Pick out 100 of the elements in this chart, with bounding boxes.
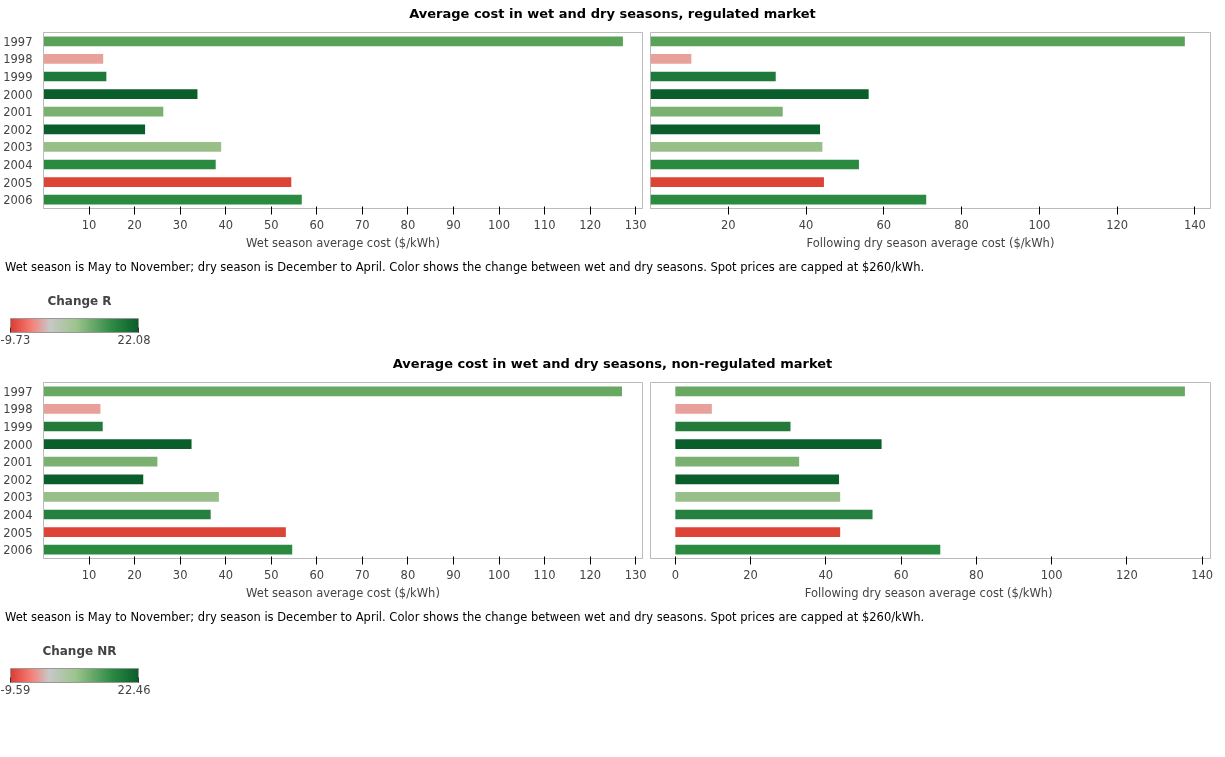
x-tick-label: 130 — [624, 567, 647, 582]
x-tick-label: 130 — [624, 217, 647, 232]
bar — [43, 159, 216, 170]
text: Wet season is May to November; dry season is December to April. Color shows the change between wet and dry seasons. Spot prices are capped at $260/kWh. — [5, 259, 925, 276]
chart-title: Average cost in wet and dry seasons, regulated market — [409, 5, 816, 23]
x-tick-label: 60 — [309, 217, 325, 232]
bar — [43, 194, 302, 205]
y-tick-label: 1999 — [3, 70, 33, 84]
bar — [43, 386, 622, 397]
bar — [675, 386, 1185, 397]
x-axis-title: Following dry season average cost ($/kWh) — [804, 585, 1053, 600]
bar — [675, 404, 712, 414]
x-tick-label: 100 — [488, 217, 510, 232]
bar — [650, 54, 692, 64]
x-tick-label: 60 — [876, 217, 892, 232]
bar — [43, 54, 104, 64]
y-tick-label: 2002 — [3, 122, 33, 137]
bar — [675, 456, 800, 467]
bar — [43, 421, 103, 432]
x-tick-label: 30 — [172, 217, 188, 232]
x-tick-label: 40 — [218, 217, 234, 232]
bar — [650, 142, 823, 152]
bar — [650, 36, 1185, 47]
bar — [675, 474, 840, 485]
y-tick-label: 1997 — [3, 34, 33, 49]
x-tick-label: 10 — [81, 567, 97, 582]
bar — [675, 439, 882, 449]
x-tick-label: 20 — [743, 567, 758, 582]
x-tick-label: 70 — [355, 567, 370, 582]
x-tick-label: 40 — [798, 217, 814, 232]
y-tick-label: 2003 — [3, 490, 33, 505]
color-bar-label: -9.59 — [0, 682, 31, 697]
x-tick-label: 120 — [579, 217, 602, 232]
bar — [43, 492, 219, 502]
y-tick-label: 2001 — [3, 455, 33, 470]
bar — [650, 124, 821, 135]
x-tick-label: 40 — [218, 567, 234, 582]
y-tick-label: 2006 — [3, 543, 33, 558]
x-tick-label: 100 — [1028, 217, 1051, 232]
x-axis-title: Wet season average cost ($/kWh) — [246, 235, 440, 250]
x-tick-label: 70 — [355, 217, 370, 232]
bar — [43, 36, 623, 47]
y-tick-label: 1999 — [3, 420, 33, 434]
bar — [650, 71, 776, 82]
x-tick-label: 40 — [818, 567, 834, 582]
y-tick-label: 2005 — [3, 175, 33, 190]
x-tick-label: 140 — [1183, 217, 1206, 232]
x-tick-label: 90 — [446, 217, 461, 232]
bar — [43, 404, 101, 414]
x-tick-label: 30 — [172, 567, 188, 582]
bar — [43, 527, 286, 537]
chart-title: Average cost in wet and dry seasons, non-regulated market — [392, 355, 833, 373]
y-tick-label: 1997 — [3, 384, 33, 399]
bar — [43, 439, 192, 449]
x-tick-label: 50 — [263, 567, 279, 582]
bar — [650, 159, 859, 170]
bar — [43, 456, 158, 467]
bar — [650, 106, 783, 117]
color-bar-title: Change NR — [42, 643, 117, 658]
bar — [43, 142, 222, 152]
x-tick-label: 120 — [1106, 217, 1129, 232]
x-tick-label: 80 — [400, 567, 416, 582]
bar — [675, 509, 873, 520]
bar — [650, 177, 824, 187]
y-tick-label: 1998 — [3, 402, 33, 417]
color-bar-label: 22.46 — [117, 682, 151, 697]
x-axis-title: Following dry season average cost ($/kWh) — [806, 235, 1055, 250]
x-tick-label: 120 — [579, 567, 602, 582]
bar — [650, 194, 927, 205]
color-bar-title: Change R — [47, 293, 112, 308]
y-tick-label: 1998 — [3, 52, 33, 67]
color-bar-label: 22.08 — [117, 332, 151, 347]
y-tick-label: 2006 — [3, 193, 33, 208]
x-tick-label: 20 — [127, 217, 142, 232]
x-tick-label: 50 — [263, 217, 279, 232]
y-tick-label: 2000 — [3, 87, 33, 102]
x-tick-label: 100 — [1040, 567, 1063, 582]
bar — [43, 544, 293, 555]
x-tick-label: 80 — [400, 217, 416, 232]
bar — [43, 509, 211, 520]
x-tick-label: 10 — [81, 217, 97, 232]
x-tick-label: 20 — [127, 567, 142, 582]
bar — [43, 474, 144, 485]
bar — [650, 89, 869, 99]
x-tick-label: 80 — [954, 217, 969, 232]
bar — [43, 89, 198, 99]
bar — [43, 177, 292, 187]
text: Wet season is May to November; dry season is December to April. Color shows the change between wet and dry seasons. Spot prices are capped at $260/kWh. — [5, 609, 925, 626]
color-bar-label: -9.73 — [0, 332, 31, 347]
y-tick-label: 2000 — [3, 437, 33, 452]
y-tick-label: 2001 — [3, 105, 33, 120]
bar — [43, 106, 164, 117]
x-tick-label: 20 — [720, 217, 736, 232]
x-tick-label: 100 — [488, 567, 510, 582]
x-tick-label: 110 — [533, 217, 556, 232]
x-axis-title: Wet season average cost ($/kWh) — [246, 585, 440, 600]
x-tick-label: 80 — [969, 567, 984, 582]
bar — [675, 527, 841, 537]
x-tick-label: 110 — [533, 567, 556, 582]
x-tick-label: 120 — [1115, 567, 1138, 582]
